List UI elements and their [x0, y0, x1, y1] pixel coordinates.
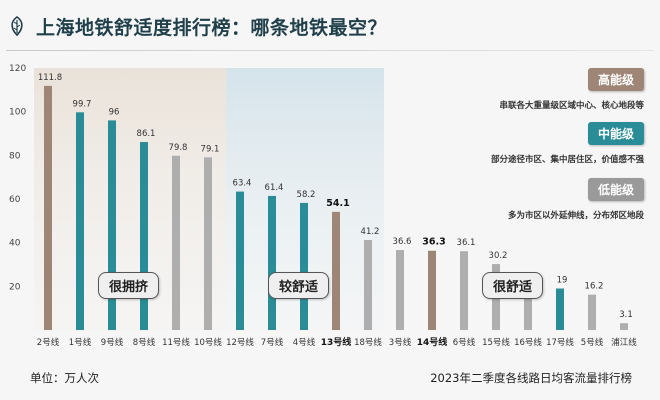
value-label: 36.3 [422, 237, 445, 248]
legend-tag-high: 高能级 [587, 68, 644, 91]
legend-tag-mid: 中能级 [587, 122, 644, 145]
value-label: 36.1 [457, 238, 476, 248]
value-label: 19 [557, 276, 568, 286]
legend-desc-low: 多为市区以外延伸线，分布郊区地段 [507, 211, 644, 221]
category-label: 1号线 [69, 337, 92, 348]
page-title: 上海地铁舒适度排行榜：哪条地铁最空？ [36, 16, 388, 39]
legend-desc-high: 串联各大重量级区域中心、核心地段等 [499, 101, 644, 111]
category-label: 18号线 [354, 337, 382, 348]
bar-3号线 [396, 250, 404, 330]
header-divider [6, 50, 654, 51]
bar-11号线 [172, 155, 180, 330]
bar-12号线 [236, 191, 244, 330]
y-tick-label: 20 [9, 282, 21, 292]
bar-浦江线 [620, 323, 628, 330]
category-label: 14号线 [417, 336, 448, 348]
category-label: 10号线 [194, 337, 222, 348]
bar-18号线 [364, 240, 372, 330]
category-label: 5号线 [581, 337, 604, 348]
zone-label-comfortable: 较舒适 [268, 272, 330, 299]
category-label: 4号线 [293, 337, 316, 348]
bar-4号线 [300, 202, 308, 330]
y-tick-label: 60 [9, 195, 21, 205]
value-label: 99.7 [73, 99, 92, 109]
value-label: 111.8 [38, 73, 62, 83]
value-label: 96 [109, 107, 120, 117]
value-label: 3.1 [619, 310, 633, 320]
bar-7号线 [268, 195, 276, 330]
y-tick-label: 80 [9, 151, 21, 161]
value-label: 30.2 [489, 251, 508, 261]
zone-label-crowded: 很拥挤 [98, 272, 160, 299]
legend-low: 低能级 多为市区以外延伸线，分布郊区地段 [444, 178, 644, 221]
legend-desc-mid: 部分途径市区、集中居住区，价值感不强 [490, 155, 644, 165]
bar-14号线 [428, 250, 436, 330]
legend-high: 高能级 串联各大重量级区域中心、核心地段等 [444, 68, 644, 111]
y-tick-label: 100 [9, 108, 26, 118]
value-label: 61.4 [265, 183, 284, 193]
category-labels-group: 2号线 1号线 9号线 8号线 11号线 10号线 12号线 7号线 4号线 13号线 18号线 3号… [37, 336, 637, 348]
legend-tag-low: 低能级 [587, 178, 644, 201]
value-label: 86.1 [137, 129, 156, 139]
bar-5号线 [588, 294, 596, 330]
category-label: 17号线 [546, 337, 574, 348]
category-label: 7号线 [261, 337, 284, 348]
unit-label: 单位：万人次 [30, 371, 99, 385]
bar-2号线 [44, 85, 52, 330]
category-label: 13号线 [321, 336, 352, 348]
category-label: 6号线 [453, 337, 476, 348]
value-label: 16.2 [585, 282, 604, 292]
value-label: 58.2 [297, 190, 316, 200]
header: 上海地铁舒适度排行榜：哪条地铁最空？ [6, 6, 654, 46]
value-label: 54.1 [326, 198, 349, 209]
category-label: 9号线 [101, 337, 124, 348]
category-label: 8号线 [133, 337, 156, 348]
y-tick-label: 120 [9, 64, 26, 74]
y-axis: 20 40 60 80 100 120 [9, 64, 26, 292]
category-label: 12号线 [226, 337, 254, 348]
source-label: 2023年二季度各线路日均客流量排行榜 [430, 371, 632, 385]
value-label: 79.1 [201, 144, 220, 154]
bar-8号线 [140, 142, 148, 330]
category-label: 16号线 [514, 337, 542, 348]
bar-17号线 [556, 288, 564, 330]
zone-label-very-comfortable: 很舒适 [482, 272, 544, 299]
y-tick-label: 40 [9, 239, 21, 249]
category-label: 2号线 [37, 337, 60, 348]
value-label: 79.8 [169, 143, 188, 153]
bar-9号线 [108, 120, 116, 331]
category-label: 15号线 [482, 337, 510, 348]
category-label: 11号线 [162, 337, 190, 348]
category-label: 浦江线 [611, 337, 637, 348]
legend-mid: 中能级 部分途径市区、集中居住区，价值感不强 [444, 122, 644, 165]
logo-leaf-icon [6, 15, 28, 37]
value-label: 41.2 [361, 227, 380, 237]
category-label: 3号线 [389, 337, 412, 348]
bar-10号线 [204, 157, 212, 330]
bar-6号线 [460, 251, 468, 330]
bar-13号线 [332, 211, 340, 330]
bar-16号线 [524, 286, 532, 330]
value-label: 36.6 [393, 237, 412, 247]
bar-1号线 [76, 112, 84, 331]
value-label: 63.4 [233, 179, 252, 189]
